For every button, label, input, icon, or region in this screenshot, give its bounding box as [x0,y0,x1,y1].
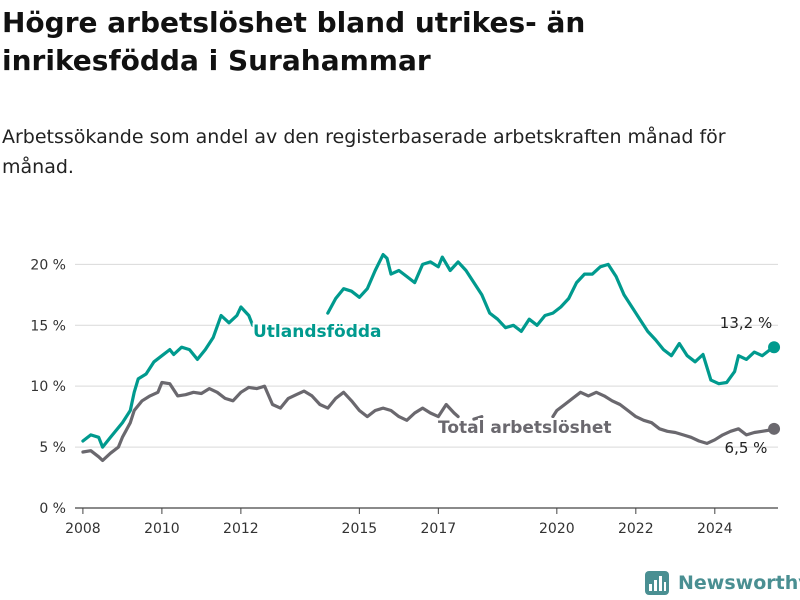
x-tick-label: 2017 [421,521,457,537]
x-tick-label: 2024 [697,521,733,537]
total-arbetsloshet-end-label: 6,5 % [725,439,768,457]
utlandsfodda-end-label: 13,2 % [720,314,772,332]
page-subtitle: Arbetssökande som andel av den registerb… [2,126,726,178]
newsworthy-logo-icon [645,571,669,595]
y-tick-label: 15 % [30,318,66,334]
x-tick-label: 2022 [618,521,654,537]
total-arbetsloshet-series-label: Total arbetslöshet [438,418,612,438]
total-arbetsloshet-line [472,415,484,421]
brand-name: Newsworthy [678,572,800,594]
total-arbetsloshet-line [551,390,776,445]
brand: Newsworthy [644,566,800,600]
y-tick-label: 5 % [39,440,66,456]
total-arbetsloshet-end-point [768,422,781,435]
y-tick-label: 0 % [39,501,66,517]
x-tick-label: 2020 [539,521,575,537]
y-tick-label: 20 % [30,257,66,273]
utlandsfodda-line [326,253,776,386]
total-arbetsloshet-line [81,380,460,463]
utlandsfodda-end-point [768,341,781,354]
x-tick-label: 2008 [65,521,101,537]
utlandsfodda-line [81,305,255,449]
x-tick-label: 2012 [223,521,259,537]
y-tick-label: 10 % [30,379,66,395]
x-tick-label: 2015 [342,521,378,537]
page-title: Högre arbetslöshet bland utrikes- än inr… [2,6,586,77]
x-tick-label: 2010 [144,521,180,537]
utlandsfodda-series-label: Utlandsfödda [253,322,382,342]
